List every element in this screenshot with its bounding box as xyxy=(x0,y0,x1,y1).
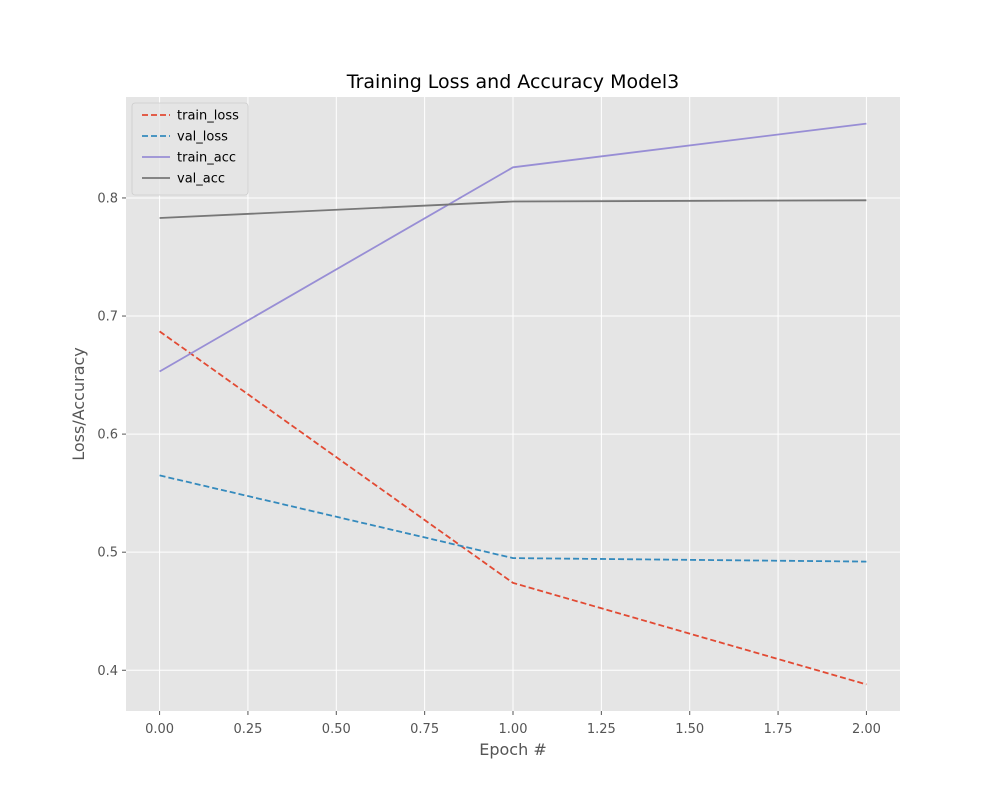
y-tick-label: 0.4 xyxy=(97,664,118,679)
y-tick-label: 0.8 xyxy=(97,191,118,206)
y-tick-label: 0.5 xyxy=(97,546,118,561)
x-tick-label: 0.75 xyxy=(410,722,439,737)
series-layer xyxy=(159,122,867,686)
x-tick-label: 1.75 xyxy=(764,722,793,737)
y-tick-label: 0.7 xyxy=(97,310,118,325)
y-axis-label: Loss/Accuracy xyxy=(69,347,88,461)
x-tick-label: 1.00 xyxy=(499,722,528,737)
x-tick-label: 2.00 xyxy=(852,722,881,737)
x-tick-label: 0.25 xyxy=(233,722,262,737)
x-tick-label: 0.00 xyxy=(145,722,174,737)
legend-entry: train_acc xyxy=(177,151,236,166)
series-line-train-loss xyxy=(159,330,867,686)
series-line-val-acc xyxy=(159,199,867,219)
grid xyxy=(126,97,900,711)
legend-entry: val_loss xyxy=(177,130,228,145)
x-tick-label: 1.25 xyxy=(587,722,616,737)
legend-entry: val_acc xyxy=(177,172,225,187)
legend: train_loss val_loss train_acc val_acc xyxy=(131,102,249,196)
legend-box xyxy=(131,102,249,196)
tick-layer: 0.00 0.25 0.50 0.75 1.00 1.25 1.50 1.75 2.00 0.4 0… xyxy=(97,191,881,737)
series-line-train-acc xyxy=(159,122,867,373)
x-axis-label: Epoch # xyxy=(479,740,546,759)
chart-title: Training Loss and Accuracy Model3 xyxy=(346,71,679,93)
x-tick-label: 1.50 xyxy=(675,722,704,737)
series-line-val-loss xyxy=(159,474,867,563)
legend-entry: train_loss xyxy=(177,109,239,124)
x-tick-label: 0.50 xyxy=(322,722,351,737)
y-tick-label: 0.6 xyxy=(97,428,118,443)
